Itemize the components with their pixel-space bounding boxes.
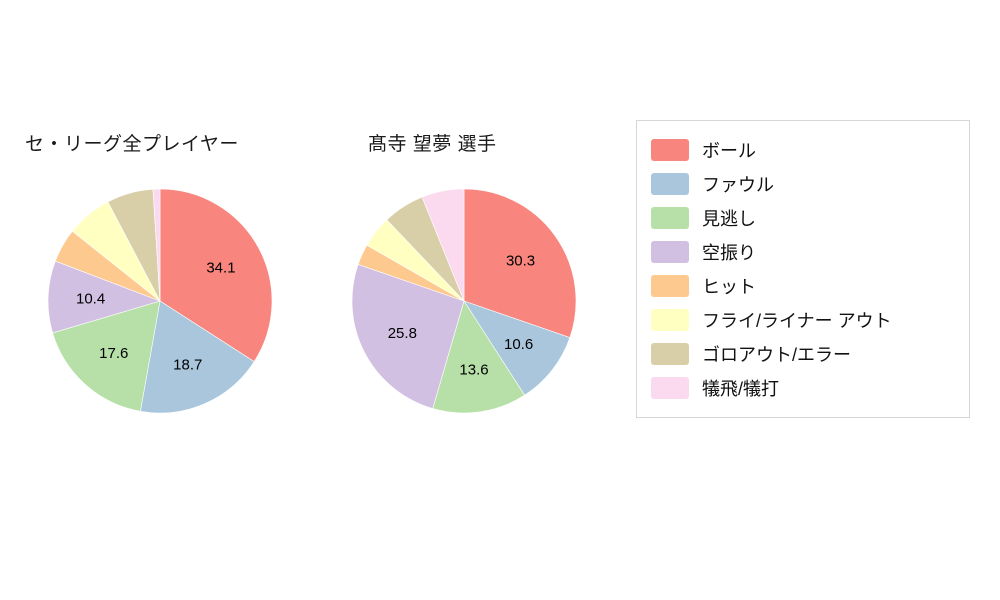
- legend-item: 見逃し: [651, 201, 955, 235]
- pie-title-left: セ・リーグ全プレイヤー: [25, 134, 239, 155]
- legend-item: ヒット: [651, 269, 955, 303]
- legend-label: 見逃し: [702, 209, 756, 229]
- pie-slice: [47, 260, 161, 334]
- pie-value-label: 10.6: [504, 336, 533, 353]
- pie-chart-left: 34.1 18.7 17.6 10.4: [47, 188, 273, 414]
- pie-value-label: 34.1: [206, 260, 235, 277]
- pie-slice: [140, 300, 255, 414]
- pie-value-label: 13.6: [459, 362, 488, 379]
- pie-slice: [52, 300, 161, 412]
- legend-label: フライ/ライナー アウト: [702, 311, 892, 331]
- legend-label: ヒット: [702, 277, 756, 297]
- pie-slice: [421, 188, 465, 302]
- pie-slice: [351, 264, 465, 409]
- legend-item: ボール: [651, 133, 955, 167]
- legend-color-swatch: [651, 377, 689, 399]
- pie-slice: [463, 300, 571, 396]
- legend-color-swatch: [651, 241, 689, 263]
- pie-chart-right: 30.3 10.6 13.6 25.8: [351, 188, 577, 414]
- pie-value-label: 17.6: [99, 345, 128, 362]
- pie-slice: [432, 300, 526, 414]
- legend-item: フライ/ライナー アウト: [651, 303, 955, 337]
- pie-slice: [159, 188, 273, 363]
- pie-value-label: 25.8: [388, 325, 417, 342]
- legend-label: 犠飛/犠打: [702, 379, 780, 399]
- pie-value-label: 10.4: [76, 290, 105, 307]
- pie-slice: [463, 188, 577, 338]
- legend-color-swatch: [651, 309, 689, 331]
- pie-value-label: 30.3: [506, 253, 535, 270]
- legend-label: ファウル: [702, 175, 774, 195]
- legend-color-swatch: [651, 275, 689, 297]
- legend-label: ボール: [702, 141, 756, 161]
- legend-box: ボールファウル見逃し空振りヒットフライ/ライナー アウト ゴロアウト/エラー 犠飛/…: [636, 120, 970, 418]
- legend-color-swatch: [651, 173, 689, 195]
- legend-color-swatch: [651, 207, 689, 229]
- legend-item: ファウル: [651, 167, 955, 201]
- pie-title-right: 髙寺 望夢 選手: [368, 134, 497, 155]
- legend-color-swatch: [651, 343, 689, 365]
- pie-slice: [152, 188, 161, 302]
- pie-value-label: 18.7: [173, 357, 202, 374]
- legend-color-swatch: [651, 139, 689, 161]
- legend-label: 空振り: [702, 243, 756, 263]
- legend-item: ゴロアウト/エラー: [651, 337, 955, 371]
- legend-label: ゴロアウト/エラー: [702, 345, 852, 365]
- legend-item: 空振り: [651, 235, 955, 269]
- legend-item: 犠飛/犠打: [651, 371, 955, 405]
